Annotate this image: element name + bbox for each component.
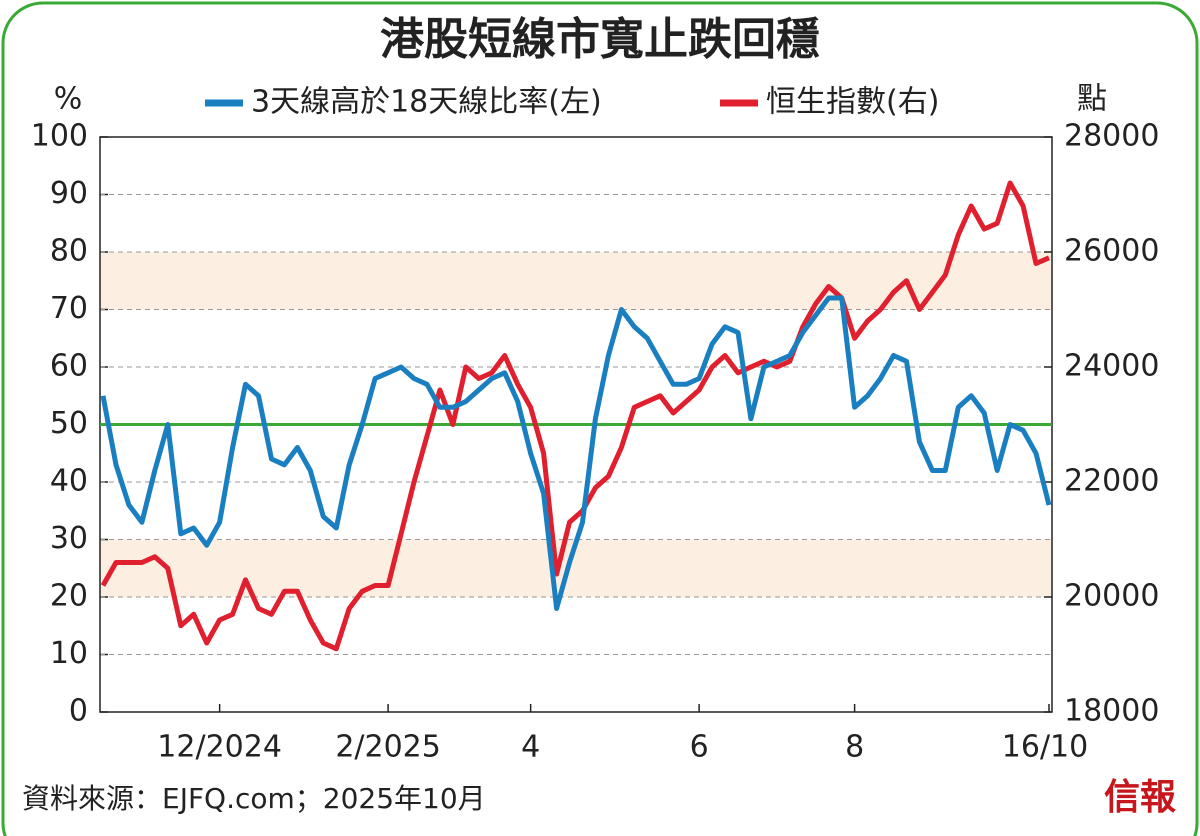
x-tick-label: 12/2024 bbox=[157, 730, 282, 765]
y-tick-label: 50 bbox=[50, 406, 88, 441]
y2-tick-label: 28000 bbox=[1064, 119, 1159, 154]
series-line bbox=[100, 180, 1051, 652]
y-tick-label: 10 bbox=[50, 636, 88, 671]
x-tick-label: 16/10 bbox=[1002, 730, 1088, 765]
x-tick-label: 6 bbox=[690, 730, 709, 765]
y2-tick-label: 22000 bbox=[1064, 464, 1159, 499]
logo: 信報 bbox=[1104, 776, 1176, 818]
x-tick-label: 2/2025 bbox=[335, 730, 441, 765]
legend-label: 恒生指數(右) bbox=[766, 85, 939, 120]
y2-tick-label: 18000 bbox=[1064, 694, 1159, 729]
x-tick-label: 4 bbox=[521, 730, 540, 765]
y-axis-label: % bbox=[54, 82, 83, 117]
y-tick-label: 90 bbox=[50, 176, 88, 211]
y-tick-label: 20 bbox=[50, 579, 88, 614]
y-tick-label: 80 bbox=[50, 234, 88, 269]
legend-label: 3天線高於18天線比率(左) bbox=[251, 85, 602, 120]
y2-tick-label: 26000 bbox=[1064, 234, 1159, 269]
y-tick-label: 60 bbox=[50, 349, 88, 384]
series-line bbox=[100, 295, 1052, 611]
y2-axis-label: 點 bbox=[1077, 82, 1107, 117]
x-tick-label: 8 bbox=[845, 730, 864, 765]
y2-tick-label: 20000 bbox=[1064, 579, 1159, 614]
y-tick-label: 0 bbox=[69, 694, 88, 729]
source-note: 資料來源：EJFQ.com；2025年10月 bbox=[22, 782, 486, 815]
shaded-band bbox=[100, 252, 1052, 310]
chart-title: 港股短線市寬止跌回穩 bbox=[380, 14, 820, 65]
y2-tick-label: 24000 bbox=[1064, 349, 1159, 384]
y-tick-label: 100 bbox=[31, 119, 88, 154]
y-tick-label: 70 bbox=[50, 291, 88, 326]
y-tick-label: 30 bbox=[50, 521, 88, 556]
y-tick-label: 40 bbox=[50, 464, 88, 499]
